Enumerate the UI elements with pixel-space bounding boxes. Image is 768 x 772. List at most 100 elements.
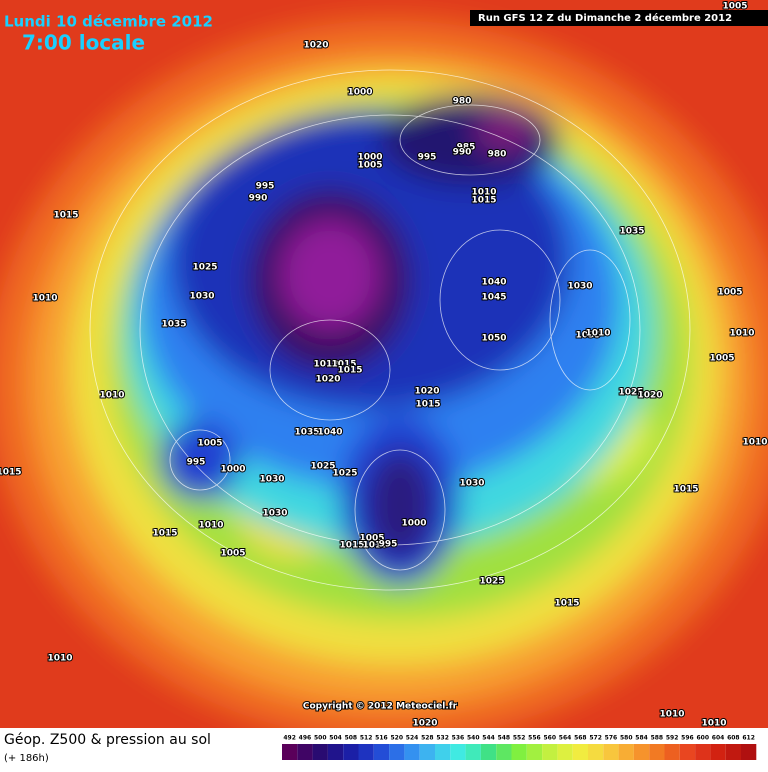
run: Run GFS 12 Z du Dimanche 2 décembre 2012 xyxy=(478,12,732,24)
pressure-label: 1035 xyxy=(619,227,644,237)
legend-swatch xyxy=(282,744,298,760)
pressure-label: 1035 xyxy=(294,428,319,438)
legend-swatch xyxy=(572,744,588,760)
pressure-label: 1025 xyxy=(618,388,643,398)
legend-label: 608 xyxy=(727,735,740,742)
legend-swatch xyxy=(603,744,619,760)
pressure-label: 1010 xyxy=(701,719,726,729)
pressure-label: 1005 xyxy=(359,534,384,544)
pressure-label: 1005 xyxy=(357,161,382,171)
legend-label: 584 xyxy=(635,735,648,742)
legend-swatch xyxy=(435,744,451,760)
legend-label: 560 xyxy=(543,735,556,742)
pressure-label: 1015 xyxy=(554,599,579,609)
legend-swatch xyxy=(343,744,359,760)
legend-swatch xyxy=(496,744,512,760)
pressure-label: 1005 xyxy=(220,549,245,559)
legend-swatch xyxy=(480,744,497,760)
legend-swatch xyxy=(557,744,573,760)
legend-label: 548 xyxy=(498,735,511,742)
legend-swatch xyxy=(679,744,696,760)
legend-swatch xyxy=(633,744,650,760)
legend-swatch xyxy=(542,744,558,760)
legend-label: 592 xyxy=(666,735,679,742)
pressure-label: 1015 xyxy=(53,211,78,221)
legend-label: 580 xyxy=(620,735,633,742)
legend-label: 504 xyxy=(329,735,342,742)
pressure-label: 1020 xyxy=(412,719,437,729)
pressure-label: 1015 xyxy=(471,196,496,206)
pressure-label: 1005 xyxy=(197,439,222,449)
legend-label: 556 xyxy=(528,735,541,742)
pressure-label: 1005 xyxy=(717,288,742,298)
legend-swatch xyxy=(526,744,543,760)
legend-label: 576 xyxy=(605,735,618,742)
pressure-label: 1010 xyxy=(198,521,223,531)
pressure-label: 995 xyxy=(187,458,206,468)
legend-swatch xyxy=(450,744,466,760)
pressure-label: 1015 xyxy=(152,529,177,539)
date: Lundi 10 décembre 2012 xyxy=(4,13,213,31)
legend-swatch xyxy=(404,744,420,760)
pressure-label: 1010 xyxy=(32,294,57,304)
pressure-label: 1030 xyxy=(459,479,484,489)
footer-subtitle: (+ 186h) xyxy=(4,753,49,764)
legend-label: 572 xyxy=(589,735,602,742)
pressure-label: 1000 xyxy=(220,465,245,475)
legend-label: 588 xyxy=(651,735,664,742)
legend-label: 516 xyxy=(375,735,388,742)
pressure-label: 995 xyxy=(256,182,275,192)
pressure-label: 1020 xyxy=(315,375,340,385)
legend-label: 564 xyxy=(559,735,572,742)
pressure-label: 1010 xyxy=(742,438,767,448)
legend-swatch xyxy=(725,744,741,760)
legend-label: 596 xyxy=(681,735,694,742)
legend-label: 500 xyxy=(314,735,327,742)
pressure-label: 1020 xyxy=(637,391,662,401)
pressure-label: 1010 xyxy=(47,654,72,664)
legend-label: 496 xyxy=(299,735,312,742)
legend-swatch xyxy=(312,744,328,760)
pressure-label: 1025 xyxy=(479,577,504,587)
pressure-label: 995 xyxy=(379,540,398,550)
pressure-label: 1040 xyxy=(481,278,506,288)
pressure-label: 1025 xyxy=(192,263,217,273)
pressure-label: 1015 xyxy=(673,485,698,495)
pressure-label: 1025 xyxy=(310,462,335,472)
pressure-label: 1050 xyxy=(481,334,506,344)
legend-swatch xyxy=(695,744,711,760)
legend-label: 540 xyxy=(467,735,480,742)
pressure-label: 1010 xyxy=(659,710,684,720)
pressure-label: 1030 xyxy=(567,282,592,292)
pressure-label: 980 xyxy=(453,97,472,107)
run-box xyxy=(470,10,768,26)
pressure-label: 990 xyxy=(249,194,268,204)
pressure-label: 1005 xyxy=(722,2,747,12)
legend-swatch xyxy=(389,744,405,760)
pressure-label: 1010 xyxy=(362,541,387,551)
pressure-label: 1020 xyxy=(303,41,328,51)
pressure-label: 1030 xyxy=(189,292,214,302)
legend-swatch xyxy=(358,744,374,760)
pressure-label: 1015 xyxy=(339,541,364,551)
pressure-label: 985 xyxy=(457,143,476,153)
legend-swatch xyxy=(373,744,390,760)
pressure-label: 980 xyxy=(488,150,507,160)
pressure-label: 1035 xyxy=(575,331,600,341)
copyright: Copyright © 2012 Meteociel.fr xyxy=(303,702,458,712)
legend-swatch xyxy=(618,744,634,760)
pressure-label: 1000 xyxy=(347,88,372,98)
pressure-label: 1030 xyxy=(262,509,287,519)
pressure-label: 1000 xyxy=(401,519,426,529)
legend-label: 568 xyxy=(574,735,587,742)
pressure-label: 995 xyxy=(418,153,437,163)
legend-swatch xyxy=(664,744,680,760)
legend-swatch xyxy=(588,744,604,760)
pressure-label: 1010 xyxy=(313,360,338,370)
pressure-label: 1025 xyxy=(332,469,357,479)
pressure-label: 1015 xyxy=(337,366,362,376)
legend-swatch xyxy=(419,744,435,760)
legend-label: 520 xyxy=(390,735,403,742)
legend-swatch xyxy=(511,744,527,760)
